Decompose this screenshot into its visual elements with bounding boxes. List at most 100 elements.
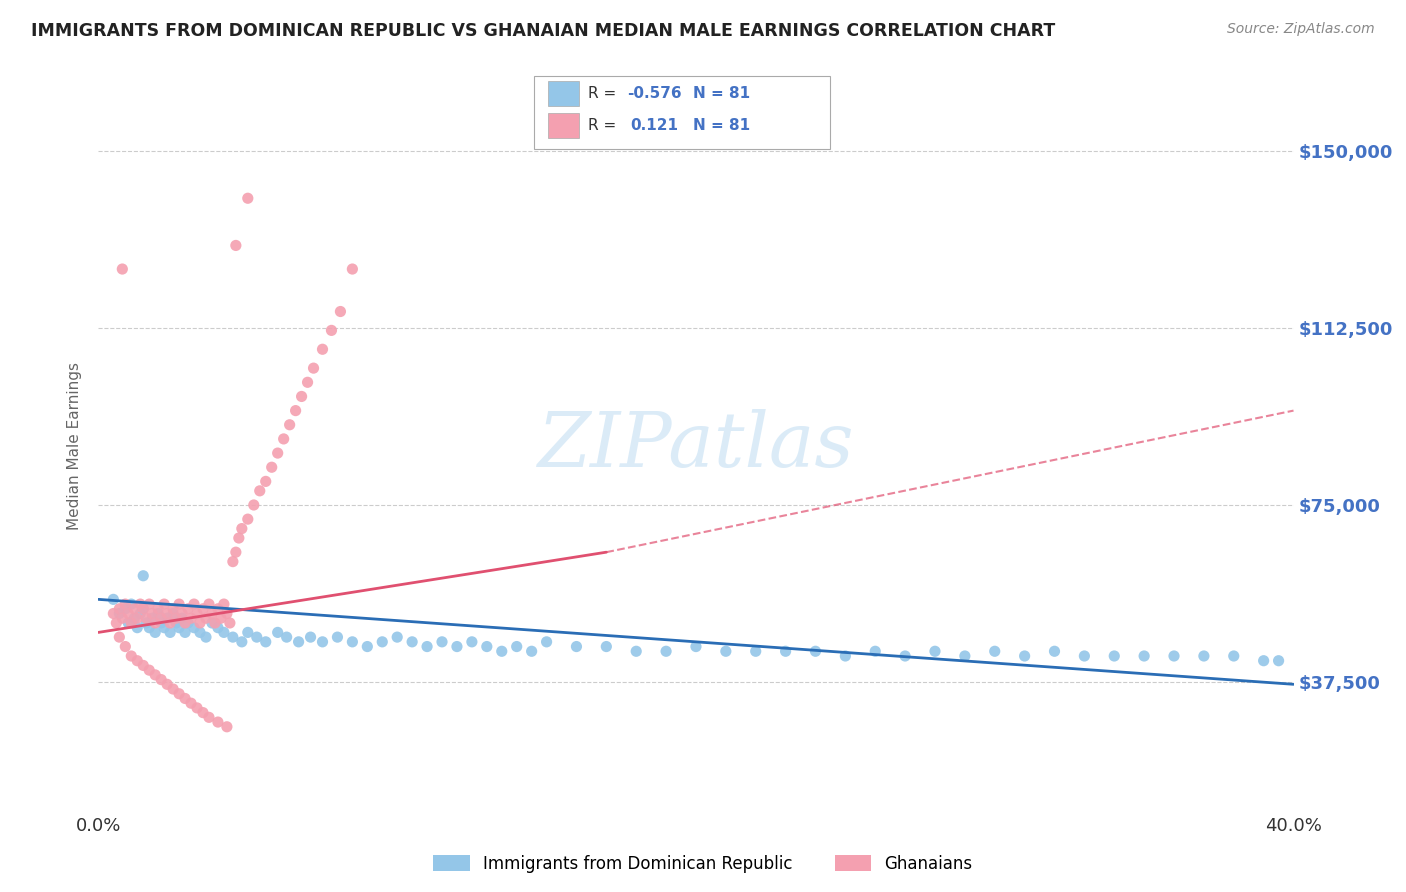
Point xyxy=(153,597,176,611)
Point xyxy=(174,691,197,706)
Point xyxy=(204,615,226,630)
Point xyxy=(180,696,202,710)
Point xyxy=(186,701,208,715)
Text: R =: R = xyxy=(588,119,626,133)
Point xyxy=(215,720,238,734)
Point xyxy=(150,615,173,630)
Point xyxy=(141,607,163,621)
Point xyxy=(1267,654,1289,668)
Point xyxy=(195,611,218,625)
Point xyxy=(506,640,529,654)
Point xyxy=(329,304,352,318)
Point xyxy=(114,640,136,654)
Point xyxy=(311,343,333,357)
Point xyxy=(138,621,160,635)
Point xyxy=(111,262,134,277)
Point xyxy=(103,592,125,607)
Point xyxy=(326,630,349,644)
Point xyxy=(174,625,197,640)
Point xyxy=(714,644,737,658)
Point xyxy=(1253,654,1275,668)
Point xyxy=(108,630,131,644)
Point xyxy=(108,602,131,616)
Point xyxy=(342,262,364,277)
Point xyxy=(1133,648,1156,663)
Point xyxy=(143,625,166,640)
Point xyxy=(236,191,259,205)
Point xyxy=(953,648,976,663)
Point xyxy=(132,568,155,582)
Point xyxy=(231,635,253,649)
Point xyxy=(167,687,190,701)
Point xyxy=(188,615,211,630)
Point xyxy=(287,635,309,649)
Point xyxy=(278,417,301,432)
Point xyxy=(148,607,170,621)
Point xyxy=(156,607,179,621)
Point xyxy=(114,602,136,616)
Point xyxy=(209,611,232,625)
Point xyxy=(1014,648,1036,663)
Point xyxy=(207,714,229,729)
Text: N = 81: N = 81 xyxy=(693,87,751,101)
Point xyxy=(124,602,146,616)
Point xyxy=(165,615,187,630)
Point xyxy=(475,640,498,654)
Point xyxy=(291,389,314,403)
Point xyxy=(446,640,468,654)
Point xyxy=(430,635,453,649)
Point xyxy=(1043,644,1066,658)
Point xyxy=(162,607,184,621)
Point xyxy=(120,615,142,630)
Point xyxy=(156,677,179,691)
Point xyxy=(520,644,543,658)
Text: R =: R = xyxy=(588,87,621,101)
Point xyxy=(117,607,139,621)
Point xyxy=(222,555,245,569)
Point xyxy=(159,615,181,630)
Point xyxy=(207,602,229,616)
Point xyxy=(132,602,155,616)
Point xyxy=(143,668,166,682)
Point xyxy=(984,644,1007,658)
Point xyxy=(103,607,125,621)
Point xyxy=(129,597,152,611)
Point xyxy=(138,597,160,611)
Point xyxy=(321,323,343,337)
Point xyxy=(924,644,946,658)
Point xyxy=(191,602,214,616)
Point xyxy=(775,644,797,658)
Point xyxy=(231,522,253,536)
Y-axis label: Median Male Earnings: Median Male Earnings xyxy=(67,362,83,530)
Point xyxy=(685,640,707,654)
Point xyxy=(565,640,588,654)
Point xyxy=(236,625,259,640)
Point xyxy=(371,635,394,649)
Point xyxy=(626,644,648,658)
Point xyxy=(132,602,155,616)
Point xyxy=(356,640,378,654)
Point xyxy=(201,615,224,630)
Point xyxy=(1104,648,1126,663)
Point xyxy=(254,475,277,489)
Point xyxy=(302,361,325,376)
Point xyxy=(416,640,439,654)
Point xyxy=(246,630,269,644)
Point xyxy=(207,621,229,635)
Point xyxy=(177,602,200,616)
Text: 0.121: 0.121 xyxy=(630,119,678,133)
Point xyxy=(127,654,149,668)
Point xyxy=(120,648,142,663)
Point xyxy=(311,635,333,649)
Point xyxy=(1192,648,1215,663)
Point xyxy=(167,597,190,611)
Point xyxy=(186,607,208,621)
Point xyxy=(249,483,271,498)
Point xyxy=(299,630,322,644)
Point xyxy=(127,621,149,635)
Point xyxy=(595,640,617,654)
Point xyxy=(228,531,250,545)
Point xyxy=(127,611,149,625)
Point xyxy=(1073,648,1095,663)
Point xyxy=(804,644,827,658)
